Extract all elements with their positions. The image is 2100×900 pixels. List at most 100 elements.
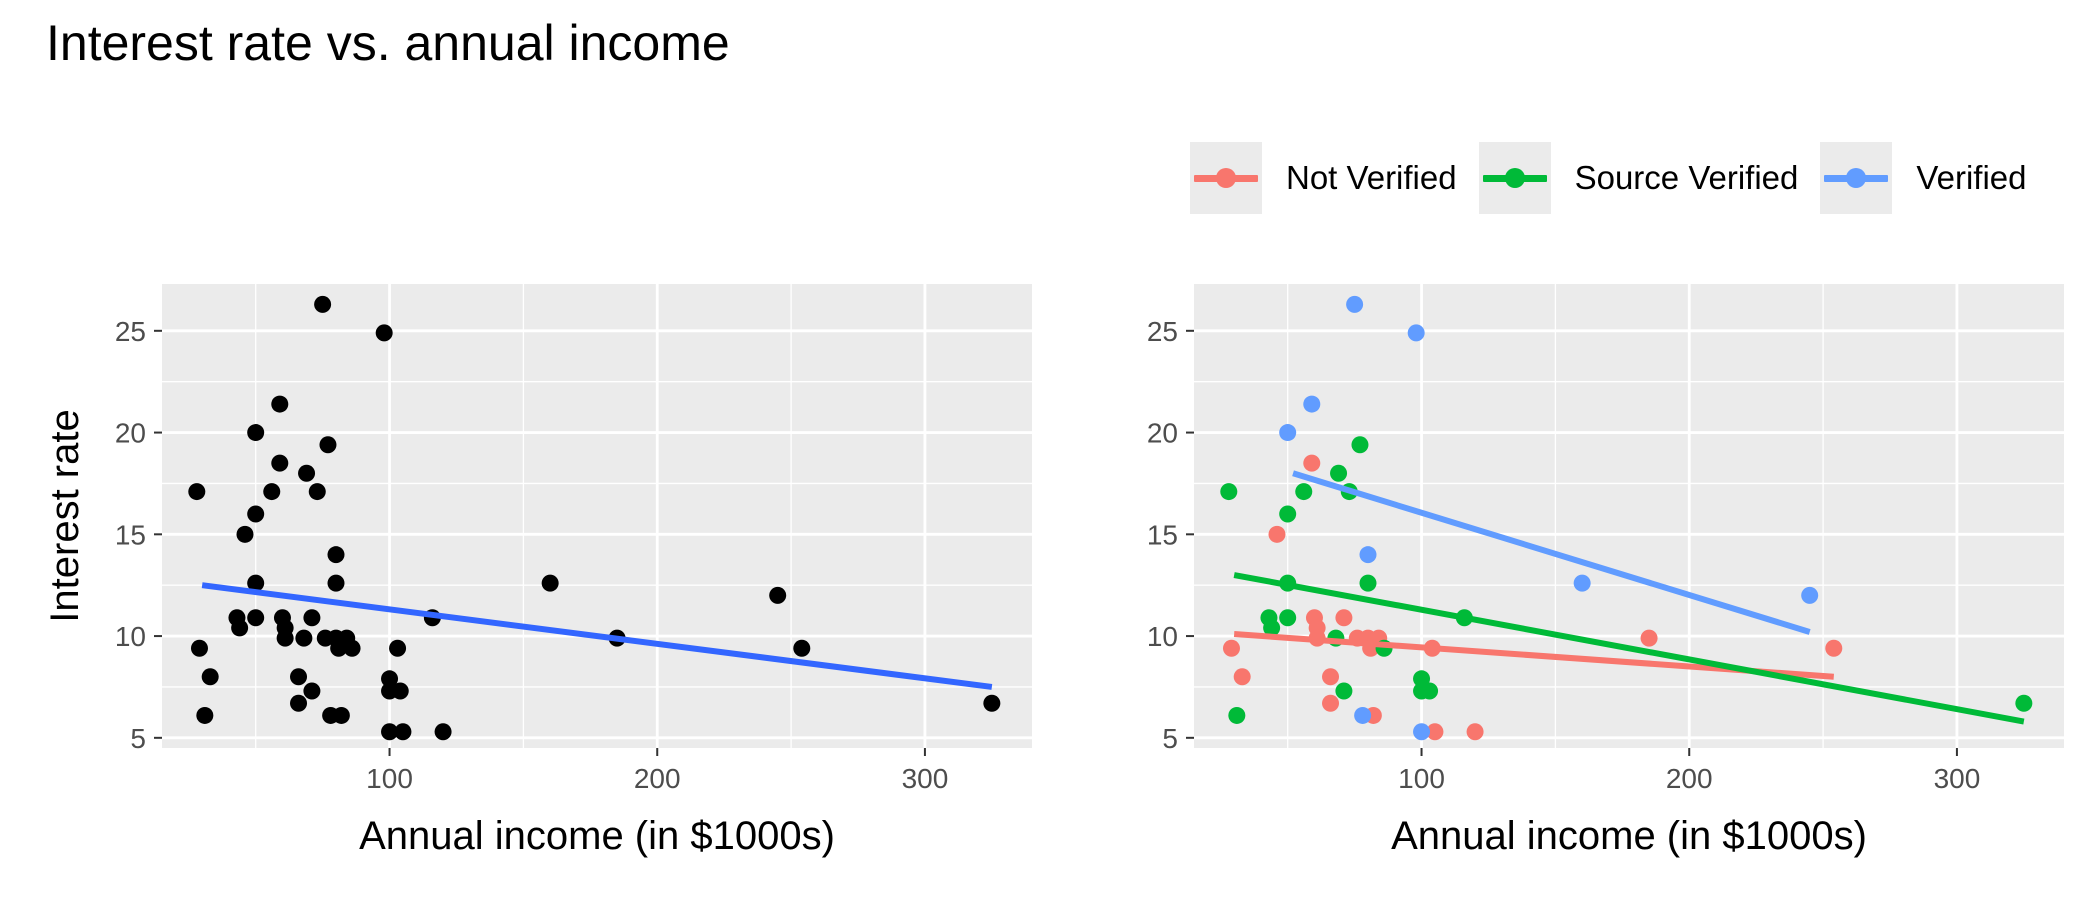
fit-line-source-verified: [1233, 572, 2025, 725]
y-tick-label: 5: [130, 723, 146, 754]
data-point: [190, 639, 208, 657]
data-point: [1322, 668, 1340, 686]
data-point: [303, 609, 321, 627]
data-point: [327, 546, 345, 564]
data-point: [1335, 682, 1353, 700]
legend-item-source-verified: Source Verified: [1478, 142, 1799, 214]
data-point: [983, 694, 1001, 712]
panel-2: 100 200 300 5 10 15 20 25 Annual income (in $100…: [1147, 284, 2064, 858]
data-point: [236, 525, 254, 543]
data-point: [1279, 609, 1297, 627]
series-points: [188, 295, 1001, 741]
data-point: [290, 694, 308, 712]
series-source-verified: [1220, 436, 2033, 724]
data-point: [381, 723, 399, 741]
data-point: [1359, 574, 1377, 592]
data-point: [303, 682, 321, 700]
x-axis-label: Annual income (in $1000s): [1391, 814, 1867, 858]
data-point: [1268, 525, 1286, 543]
data-point: [290, 668, 308, 686]
data-point: [1407, 324, 1425, 342]
data-point: [1426, 723, 1444, 741]
data-point: [231, 619, 249, 637]
legend-item-not-verified: Not Verified: [1190, 142, 1457, 214]
x-tick-label: 200: [1666, 763, 1713, 794]
data-point: [314, 295, 332, 313]
legend-key-dot: [1846, 168, 1867, 188]
data-point: [343, 639, 361, 657]
panel-1: 100 200 300 5 10 15 20 25 Annual income (in $100…: [43, 284, 1032, 858]
data-point: [1801, 586, 1819, 604]
data-point: [247, 609, 265, 627]
data-point: [1573, 574, 1591, 592]
y-axis-label: Interest rate: [43, 409, 87, 622]
y-tick-label: 25: [1147, 316, 1178, 347]
legend-item-verified: Verified: [1820, 142, 2026, 214]
data-point: [308, 483, 326, 501]
data-point: [1640, 629, 1658, 647]
legend: Not Verified Source Verified Verified: [1190, 142, 2048, 214]
legend-label-verified: Verified: [1916, 159, 2027, 196]
legend-label-not-verified: Not Verified: [1286, 159, 1457, 196]
data-point: [541, 574, 559, 592]
data-point: [1279, 424, 1297, 442]
y-tick-label: 15: [1147, 519, 1178, 550]
data-point: [1263, 619, 1281, 637]
data-point: [1222, 639, 1240, 657]
legend-key-not-verified: [1190, 142, 1262, 214]
data-point: [1346, 295, 1364, 313]
fit-line-verified: [1292, 470, 1811, 635]
data-point: [1303, 454, 1321, 472]
x-tick-label: 200: [634, 763, 681, 794]
data-point: [1233, 668, 1251, 686]
data-point: [1421, 682, 1439, 700]
data-point: [391, 682, 409, 700]
data-point: [263, 483, 281, 501]
y-tick-label: 5: [1162, 723, 1178, 754]
x-axis-label: Annual income (in $1000s): [359, 814, 835, 858]
data-point: [327, 574, 345, 592]
data-point: [247, 574, 265, 592]
data-point: [196, 706, 214, 724]
data-point: [1279, 505, 1297, 523]
y-tick-label: 15: [115, 519, 146, 550]
legend-key-dot: [1504, 168, 1525, 188]
legend-key-verified: [1820, 142, 1893, 214]
data-point: [1354, 706, 1372, 724]
x-tick-label: 100: [366, 763, 413, 794]
data-point: [1330, 464, 1348, 482]
data-point: [332, 706, 350, 724]
data-point: [298, 464, 316, 482]
data-point: [1359, 546, 1377, 564]
y-tick-label: 25: [115, 316, 146, 347]
chart-title: Interest rate vs. annual income: [46, 15, 730, 71]
y-tick-label: 20: [115, 418, 146, 449]
data-point: [394, 723, 412, 741]
data-point: [295, 629, 313, 647]
fit-line: [201, 582, 993, 690]
data-point: [1295, 483, 1313, 501]
data-point: [381, 670, 399, 688]
data-point: [271, 395, 289, 413]
y-tick-label: 20: [1147, 418, 1178, 449]
data-point: [1335, 609, 1353, 627]
x-tick-label: 100: [1398, 763, 1445, 794]
data-point: [201, 668, 219, 686]
data-point: [1351, 436, 1369, 454]
data-point: [1322, 694, 1340, 712]
data-point: [319, 436, 337, 454]
legend-label-source-verified: Source Verified: [1574, 159, 1799, 196]
y-tick-label: 10: [1147, 621, 1178, 652]
data-point: [1413, 670, 1431, 688]
data-point: [188, 483, 206, 501]
data-point: [375, 324, 393, 342]
data-point: [1825, 639, 1843, 657]
data-point: [2015, 694, 2033, 712]
legend-key-dot: [1216, 168, 1236, 188]
data-point: [271, 454, 289, 472]
y-tick-label: 10: [115, 621, 146, 652]
data-point: [389, 639, 407, 657]
series-verified: [1279, 295, 1819, 741]
legend-key-source-verified: [1478, 142, 1551, 214]
